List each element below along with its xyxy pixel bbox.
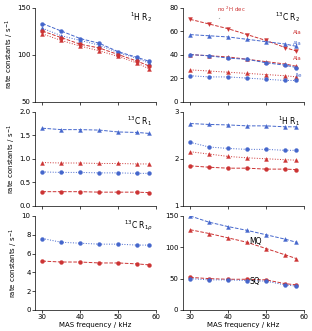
X-axis label: MAS frequency / kHz: MAS frequency / kHz [59,321,132,328]
Text: $^{13}$C R$_1$: $^{13}$C R$_1$ [128,115,153,128]
X-axis label: MAS frequency / kHz: MAS frequency / kHz [207,321,280,328]
Text: no $^2$H dec: no $^2$H dec [217,4,245,19]
Y-axis label: rate constants / s$^{-1}$: rate constants / s$^{-1}$ [8,228,20,298]
Y-axis label: rate constants / s$^{-1}$: rate constants / s$^{-1}$ [3,20,16,89]
Text: Ala: Ala [293,30,302,35]
Text: $^{13}$C R$_2$: $^{13}$C R$_2$ [275,10,300,24]
Text: $^1$H R$_2$: $^1$H R$_2$ [130,10,153,24]
Y-axis label: rate constants / s$^{-1}$: rate constants / s$^{-1}$ [6,124,18,194]
Text: Ala: Ala [293,56,302,61]
Text: SQ: SQ [249,277,260,286]
Text: Ile: Ile [295,73,302,78]
Text: MQ: MQ [249,237,262,246]
Text: $^{13}$C R$_{1\rho}$: $^{13}$C R$_{1\rho}$ [124,219,153,233]
Text: Ala: Ala [293,41,302,46]
Text: $^1$H R$_1$: $^1$H R$_1$ [278,115,300,128]
